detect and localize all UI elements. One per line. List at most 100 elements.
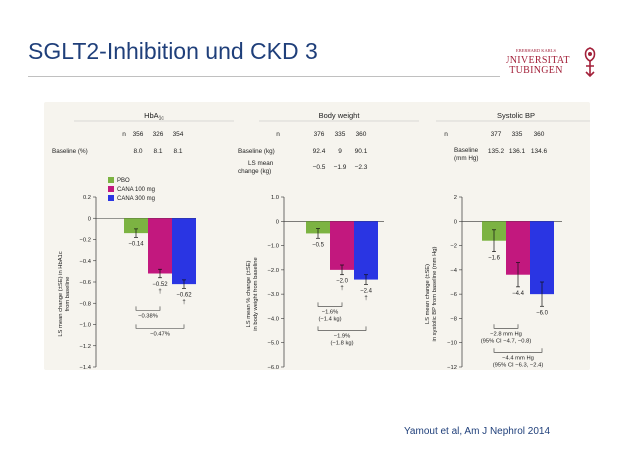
difference-bracket-1 [317,302,343,307]
difference-bracket-1 [135,306,161,311]
y-tick-label: −3.0 [268,292,279,298]
bar-1 [124,218,148,234]
chart-title-subscript: 1c [159,116,165,122]
n-label: n [122,131,126,138]
difference-bracket-2-label: (95% CI −6.3, −2.4) [493,362,544,368]
y-tick-label: −1.4 [80,365,92,370]
legend-swatch [108,195,114,201]
chart-2: Body weight n 376 335 360 Baseline (kg) 92.4 9 9… [238,111,419,370]
y-tick-label: −8 [450,316,457,322]
y-tick-label: 0.2 [83,195,91,201]
y-tick-label: −10 [447,341,457,347]
university-logo: EBERHARD KARLS UNIVERSITAT TUBINGEN [506,47,596,78]
baseline-label: (mm Hg) [454,155,478,162]
baseline-label: Baseline (%) [52,148,88,155]
n-value: 335 [512,131,523,138]
significance-dagger: † [158,289,161,295]
baseline-value: 135.2 [488,148,505,155]
y-tick-label: −4 [450,268,457,274]
y-axis-label: in systolic BP from baseline (mm Hg) [432,246,438,341]
value-label: −0.52 [152,282,168,288]
chart-title: Body weight [319,111,361,120]
difference-bracket-2-label: −0.47% [150,331,170,337]
ls-mean-change-value: −0.5 [313,164,326,171]
value-label: −2.0 [336,279,349,285]
y-axis-label: LS mean change (±SE) in HbA1c [58,251,64,336]
baseline-value: 8.0 [133,148,142,155]
y-tick-label: −2 [450,244,457,250]
bar-2 [148,218,172,274]
y-tick-label: −1.0 [80,323,91,329]
citation: Yamout et al, Am J Nephrol 2014 [404,426,551,437]
slide-title: SGLT2-Inhibition und CKD 3 [28,38,318,64]
baseline-value: 8.1 [153,148,162,155]
legend-label: CANA 300 mg [117,196,155,202]
baseline-value: 92.4 [313,148,326,155]
difference-bracket-2-label: (−1.8 kg) [330,340,353,346]
significance-dagger: † [182,299,185,305]
bar-1 [306,221,330,234]
y-tick-label: −1.2 [80,344,91,350]
chart-title: HbA1c [144,111,164,122]
baseline-value: 9 [338,148,342,155]
legend-label: PBO [117,178,130,184]
n-value: 360 [534,131,545,138]
difference-bracket-2-label: −1.9% [334,333,351,339]
difference-bracket-2 [317,326,367,331]
legend-swatch [108,177,114,183]
significance-dagger: † [340,286,343,292]
value-label: −0.14 [128,241,144,247]
n-value: 377 [491,131,502,138]
y-tick-label: −4.0 [268,316,279,322]
y-tick-label: 1.0 [271,195,279,201]
y-tick-label: −0.6 [80,280,91,286]
difference-bracket-1-label: (95% CI −4.7, −0.8) [481,338,532,344]
y-tick-label: 2 [454,195,457,201]
y-axis-label: in body weight from baseline [253,257,259,330]
legend-swatch [108,186,114,192]
difference-bracket-1 [493,324,519,329]
significance-dagger: † [364,295,367,301]
y-tick-label: −12 [447,365,457,370]
title-divider [28,76,500,77]
value-label: −6.0 [536,310,549,316]
difference-bracket-2-label: −4.4 mm Hg [502,355,534,361]
n-label: n [444,131,448,138]
logo-emblem-icon [584,47,596,78]
value-label: −2.4 [360,288,373,294]
difference-bracket-1-label: −2.8 mm Hg [490,331,522,337]
y-tick-label: 0 [276,219,279,225]
y-tick-label: −6.0 [268,365,279,370]
n-value: 376 [314,131,325,138]
value-label: −4.4 [512,291,525,297]
difference-bracket-1-label: (−1.4 kg) [318,316,341,322]
y-tick-label: −2.0 [268,268,279,274]
difference-bracket-2 [135,324,185,329]
logo-line1: UNIVERSITAT [506,55,570,66]
y-tick-label: −0.2 [80,238,91,244]
ls-mean-change-value: −1.9 [334,164,347,171]
difference-bracket-2 [493,348,543,353]
n-value: 335 [335,131,346,138]
ls-mean-change-label: change (kg) [238,168,271,175]
y-tick-label: −0.8 [80,301,91,307]
logo-small-text: EBERHARD KARLS [516,48,557,53]
ls-mean-change-label: LS mean [248,160,274,167]
y-axis-label: LS mean % change (±SE) [246,260,252,327]
charts-svg: HbA1c n 356 326 354 Baseline (%) 8.0 8.1 8.1 0.2 0… [52,111,590,370]
difference-bracket-1-label: −1.6% [322,309,339,315]
chart-3: Systolic BP n 377 335 360 Baseline(mm Hg) 135.… [425,111,590,370]
baseline-label: Baseline [454,147,479,154]
difference-bracket-1-label: −0.38% [138,313,158,319]
legend-label: CANA 100 mg [117,187,155,193]
figure-panel: HbA1c n 356 326 354 Baseline (%) 8.0 8.1 8.1 0.2 0… [44,102,590,370]
baseline-value: 90.1 [355,148,368,155]
y-tick-label: −6 [450,292,457,298]
baseline-value: 136.1 [509,148,526,155]
bar-3 [172,218,196,285]
value-label: −1.6 [488,256,501,262]
y-tick-label: 0 [88,216,91,222]
n-value: 326 [153,131,164,138]
bar-2 [330,221,354,270]
value-label: −0.5 [312,242,325,248]
